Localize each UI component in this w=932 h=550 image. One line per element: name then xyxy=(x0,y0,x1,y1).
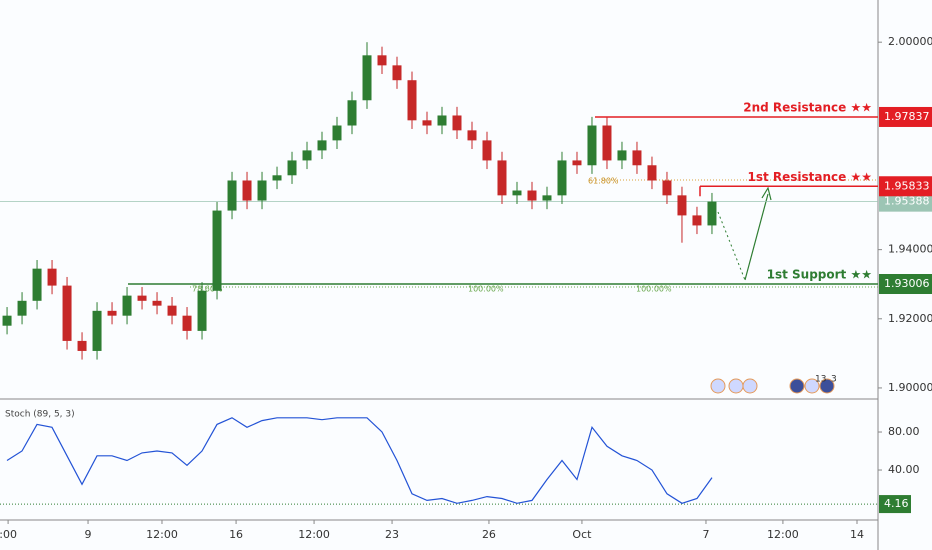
x-tick-label: Oct xyxy=(572,528,592,541)
candle-body xyxy=(302,150,312,161)
candle-body xyxy=(137,295,147,301)
candle-body xyxy=(92,310,102,351)
candle-body xyxy=(632,150,642,166)
candle-body xyxy=(212,210,222,291)
event-icon xyxy=(710,378,726,394)
candle-body xyxy=(497,160,507,196)
indicator-line xyxy=(6,417,713,504)
candle-body xyxy=(692,215,702,226)
level-badge xyxy=(879,274,932,295)
candle-body xyxy=(287,160,297,176)
candle-body xyxy=(572,160,582,166)
candle-body xyxy=(317,140,327,151)
candle-body xyxy=(482,140,492,161)
fib-label: 78.60% xyxy=(192,285,223,294)
projection-arrow xyxy=(744,193,769,281)
level-badge-label: 1.97837 xyxy=(884,110,930,123)
candle-body xyxy=(647,165,657,181)
indicator-tick-label: 40.00 xyxy=(888,463,920,476)
arrow-head xyxy=(761,186,772,201)
indicator-tick-label: 80.00 xyxy=(888,425,920,438)
fib-label: 100.00% xyxy=(468,285,504,294)
candle-body xyxy=(17,300,27,316)
candle-body xyxy=(332,125,342,141)
candle-body xyxy=(512,190,522,196)
event-icon xyxy=(742,378,758,394)
level-label: 1st Support ★★ xyxy=(767,268,872,282)
x-tick-label: 9 xyxy=(85,528,92,541)
candle-body xyxy=(347,100,357,126)
candle-body xyxy=(437,115,447,126)
x-tick-label: :00 xyxy=(0,528,17,541)
y-tick-label: 2.00000 xyxy=(888,35,932,48)
y-tick-label: 1.94000 xyxy=(888,243,932,256)
candle-body xyxy=(362,55,372,101)
candle-body xyxy=(77,340,87,351)
candle-body xyxy=(107,310,117,316)
x-tick-label: 14 xyxy=(850,528,864,541)
level-badge-label: 1.95833 xyxy=(884,179,930,192)
event-icons: 13 3 xyxy=(710,375,837,394)
price-badge xyxy=(879,191,932,212)
x-tick-label: 23 xyxy=(385,528,399,541)
indicator-badge xyxy=(879,495,911,514)
x-tick-label: 26 xyxy=(482,528,496,541)
candle-body xyxy=(557,160,567,196)
candle-body xyxy=(227,180,237,211)
indicator-title: Stoch (89, 5, 3) xyxy=(5,410,75,420)
x-tick-label: 12:00 xyxy=(298,528,330,541)
candle-body xyxy=(377,55,387,66)
level-label: 2nd Resistance ★★ xyxy=(743,100,872,114)
candle-body xyxy=(617,150,627,161)
x-tick-label: 12:00 xyxy=(767,528,799,541)
candle-body xyxy=(677,195,687,216)
indicator-badge-label: 4.16 xyxy=(884,497,909,510)
candle-body xyxy=(422,120,432,126)
x-tick-label: 7 xyxy=(702,528,709,541)
candle-body xyxy=(272,175,282,181)
candle-body xyxy=(242,180,252,201)
price-badge-label: 1.95388 xyxy=(884,195,930,208)
candle-body xyxy=(467,130,477,141)
candle-body xyxy=(182,315,192,331)
candle-body xyxy=(62,285,72,341)
level-badge-label: 1.93006 xyxy=(884,277,930,290)
candle-body xyxy=(662,180,672,196)
event-count: 3 xyxy=(831,375,837,385)
candle-body xyxy=(707,201,717,226)
candle-body xyxy=(167,305,177,316)
candle-body xyxy=(527,190,537,201)
x-tick-label: 16 xyxy=(229,528,243,541)
candle-body xyxy=(197,290,207,331)
level-badge xyxy=(879,106,932,127)
candle-body xyxy=(47,268,57,286)
candle-body xyxy=(152,300,162,306)
level-badge xyxy=(879,176,932,197)
event-icon xyxy=(804,378,820,394)
event-icon xyxy=(789,378,805,394)
fib-label: 100.00% xyxy=(636,285,672,294)
fib-label: 61.80% xyxy=(588,177,619,186)
candle-body xyxy=(122,295,132,316)
candle-body xyxy=(452,115,462,131)
event-count: 13 xyxy=(815,375,826,385)
candle-body xyxy=(542,195,552,201)
candle-body xyxy=(32,268,42,301)
event-icon xyxy=(728,378,744,394)
candle-body xyxy=(602,125,612,161)
candle-body xyxy=(407,80,417,121)
event-icon xyxy=(819,378,835,394)
level-label: 1st Resistance ★★ xyxy=(747,170,872,184)
y-tick-label: 1.90000 xyxy=(888,381,932,394)
y-tick-label: 1.92000 xyxy=(888,312,932,325)
candle-body xyxy=(2,315,12,326)
candle-body xyxy=(257,180,267,201)
candle-body xyxy=(587,125,597,166)
candle-body xyxy=(392,65,402,81)
projection-dotted xyxy=(717,211,746,281)
x-tick-label: 12:00 xyxy=(146,528,178,541)
